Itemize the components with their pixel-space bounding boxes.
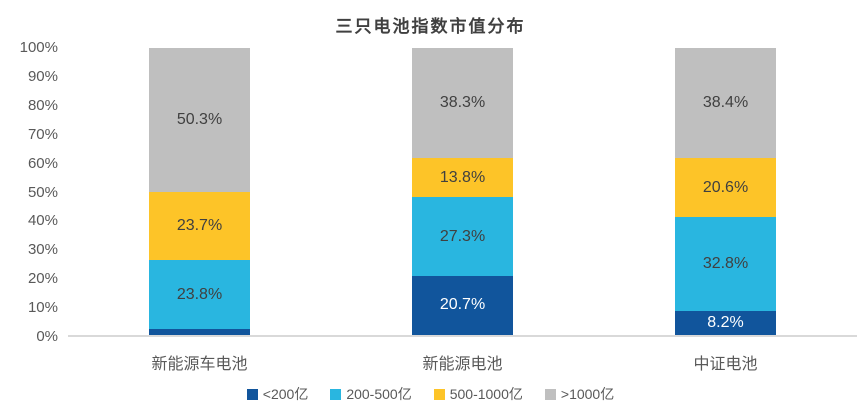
segment-data-label: 32.8% — [702, 255, 749, 273]
legend-item: 200-500亿 — [330, 384, 412, 404]
bar-column: 2.2% 23.8% 23.7% 50.3% — [68, 48, 331, 335]
bar-segment: 32.8% — [675, 217, 776, 312]
segment-data-label: 38.4% — [702, 94, 749, 112]
segment-data-label: 8.2% — [707, 314, 744, 332]
bar-column: 20.7% 27.3% 13.8% 38.3% — [331, 48, 594, 335]
legend-label: >1000亿 — [560, 386, 615, 402]
y-axis: 100% 90% 80% 70% 60% 50% 40% 30% 20% 10% 0% — [0, 39, 58, 345]
legend-marker-icon — [330, 388, 342, 400]
x-axis-category-label: 中证电池 — [693, 356, 758, 373]
segment-data-label: 50.3% — [176, 111, 223, 129]
bar-segment: 20.7% — [412, 275, 513, 335]
bar-segment: 13.8% — [412, 157, 513, 198]
segment-data-label: 20.6% — [702, 178, 749, 196]
stacked-bar: 20.7% 27.3% 13.8% 38.3% — [412, 48, 513, 335]
x-axis-category-label: 新能源车电池 — [151, 356, 248, 373]
y-axis-tick: 100% — [19, 39, 58, 56]
legend-item: <200亿 — [246, 384, 309, 404]
y-axis-tick: 0% — [36, 328, 58, 345]
legend-item: >1000亿 — [544, 384, 615, 404]
chart-title: 三只电池指数市值分布 — [335, 17, 526, 36]
segment-data-label: 20.7% — [439, 296, 486, 314]
segment-data-label: 13.8% — [439, 168, 486, 186]
legend-label: 200-500亿 — [346, 386, 412, 402]
y-axis-tick: 30% — [27, 241, 58, 259]
stacked-bar: 2.2% 23.8% 23.7% 50.3% — [149, 48, 250, 335]
legend-marker-icon — [544, 388, 556, 400]
bar-segment: 27.3% — [412, 197, 513, 276]
plot-area: 2.2% 23.8% 23.7% 50.3% 20.7% 27.3% 13.8% 38.3% 8… — [68, 47, 857, 337]
bar-segment: 8.2% — [675, 311, 776, 335]
bar-segment: 20.6% — [675, 158, 776, 218]
y-axis-tick: 20% — [27, 270, 58, 288]
legend-label: <200亿 — [262, 386, 309, 402]
y-axis-tick: 60% — [27, 154, 58, 172]
legend-label: 500-1000亿 — [449, 386, 523, 402]
bar-segment: 38.3% — [412, 48, 513, 158]
bar-segment: 23.8% — [149, 260, 250, 329]
y-axis-tick: 90% — [27, 67, 58, 85]
segment-data-label: 23.8% — [176, 285, 223, 303]
stacked-bar: 8.2% 32.8% 20.6% 38.4% — [675, 47, 776, 335]
segment-data-label: 23.7% — [176, 217, 223, 235]
y-axis-tick: 70% — [27, 125, 58, 143]
bar-segment: 23.7% — [149, 192, 250, 261]
legend-item: 500-1000亿 — [433, 384, 523, 404]
legend-marker-icon — [433, 388, 445, 400]
y-axis-tick: 80% — [27, 96, 58, 114]
x-axis-category-label: 新能源电池 — [422, 356, 503, 373]
y-axis-tick: 10% — [27, 299, 58, 317]
segment-data-label: 27.3% — [439, 227, 486, 245]
bar-segment: 2.2% — [149, 313, 250, 335]
bar-segment: 50.3% — [149, 48, 250, 193]
y-axis-tick: 40% — [27, 212, 58, 230]
legend-marker-icon — [246, 388, 258, 400]
x-axis: 新能源车电池 新能源电池 中证电池 — [68, 350, 857, 374]
legend: <200亿 200-500亿 500-1000亿 >1000亿 — [0, 384, 861, 404]
segment-data-label: 38.3% — [439, 93, 486, 111]
bar-column: 8.2% 32.8% 20.6% 38.4% — [594, 47, 857, 335]
y-axis-tick: 50% — [27, 183, 58, 201]
bar-segment: 38.4% — [675, 47, 776, 159]
